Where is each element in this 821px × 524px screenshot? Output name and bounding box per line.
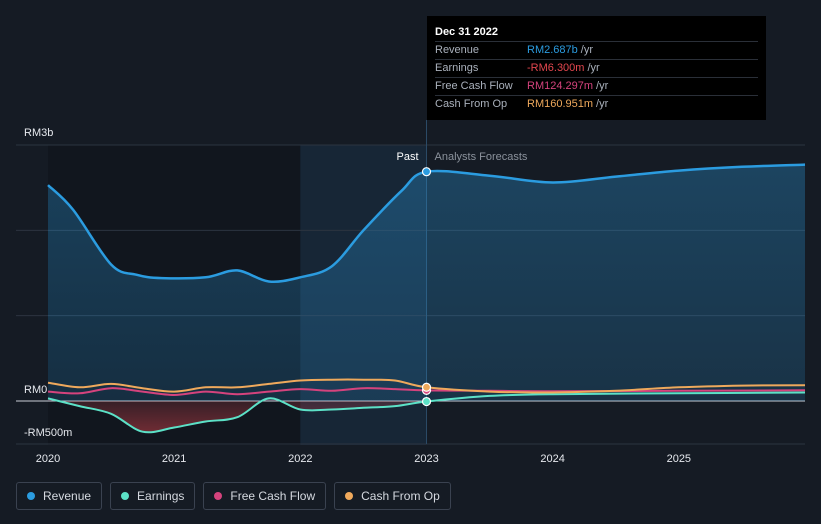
tooltip-unit: /yr (596, 98, 609, 110)
legend-item-cash-from-op[interactable]: Cash From Op (334, 482, 451, 510)
revenue-dot-icon (27, 492, 35, 500)
tooltip-label: Cash From Op (435, 98, 508, 110)
tooltip-row-earnings: Earnings -RM6.300m /yr (435, 59, 758, 77)
y-axis-zero-label: RM0 (24, 384, 47, 396)
data-point-marker (421, 382, 432, 392)
free-cash-flow-dot-icon (214, 492, 223, 500)
tooltip-unit: /yr (596, 80, 609, 92)
data-tooltip: Dec 31 2022 Revenue RM2.687b /yr Earning… (427, 16, 766, 120)
earnings-area (48, 398, 427, 433)
legend-label: Earnings (137, 489, 185, 503)
tooltip-value: -RM6.300m (527, 62, 585, 74)
legend-label: Cash From Op (361, 489, 440, 503)
earnings-dot-icon (121, 492, 130, 500)
y-axis-top-label: RM3b (24, 127, 53, 139)
cash-from-op-line (47, 378, 806, 394)
tooltip-date: Dec 31 2022 (435, 26, 498, 38)
cash-from-op-dot-icon (345, 492, 354, 500)
legend-label: Free Cash Flow (230, 489, 316, 503)
x-tick-label: 2022 (288, 453, 312, 465)
x-tick-label: 2023 (414, 453, 438, 465)
revenue-area (48, 164, 805, 401)
tooltip-unit: /yr (580, 44, 593, 56)
tooltip-row-revenue: Revenue RM2.687b /yr (435, 41, 758, 59)
tooltip-value: RM2.687b (527, 44, 578, 56)
x-tick-label: 2025 (667, 453, 691, 465)
tooltip-row-cash-from-op: Cash From Op RM160.951m /yr (435, 95, 758, 113)
past-label: Past (396, 151, 418, 163)
y-axis-bottom-label: -RM500m (24, 427, 72, 439)
legend-label: Revenue (43, 489, 92, 503)
chart-legend: Revenue Earnings Free Cash Flow Cash Fro… (16, 482, 451, 512)
tooltip-row-free-cash-flow: Free Cash Flow RM124.297m /yr (435, 77, 758, 95)
x-tick-label: 2024 (540, 453, 564, 465)
data-point-marker (421, 396, 432, 407)
legend-item-free-cash-flow[interactable]: Free Cash Flow (203, 482, 327, 510)
free-cash-flow-line (47, 387, 806, 396)
legend-item-earnings[interactable]: Earnings (110, 482, 196, 510)
tooltip-value: RM124.297m (527, 80, 594, 92)
revenue-line (47, 163, 806, 284)
data-point-marker (421, 167, 432, 177)
tooltip-label: Revenue (435, 44, 480, 56)
legend-item-revenue[interactable]: Revenue (16, 482, 103, 510)
tooltip-unit: /yr (587, 62, 600, 74)
earnings-line (47, 391, 806, 434)
tooltip-value: RM160.951m (527, 98, 594, 110)
x-tick-label: 2020 (36, 453, 60, 465)
forecast-label: Analysts Forecasts (435, 151, 528, 163)
x-tick-label: 2021 (162, 453, 186, 465)
tooltip-label: Free Cash Flow (435, 80, 513, 92)
tooltip-label: Earnings (435, 62, 479, 74)
